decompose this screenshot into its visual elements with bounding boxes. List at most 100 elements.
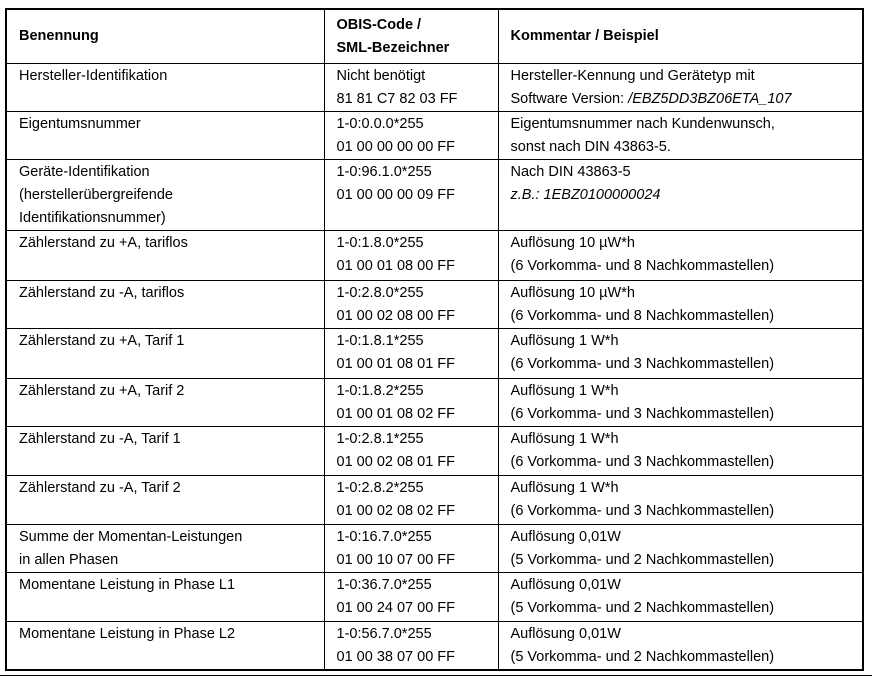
table-cell: Auflösung 0,01W (5 Vorkomma- und 2 Nachko… (497, 621, 864, 671)
cell-line: Hersteller-Kennung und Gerätetyp mit (510, 68, 755, 84)
table-cell: 1-0:96.1.0*255 01 00 00 00 09 FF (323, 159, 499, 231)
header-cell: Kommentar / Beispiel (497, 8, 864, 64)
cell-line: (5 Vorkomma- und 2 Nachkommastellen) (510, 552, 775, 568)
obis-table: Benennung OBIS-Code / SML-Bezeichner Kommen… (5, 8, 864, 671)
table-cell: 1-0:2.8.1*255 01 00 02 08 01 FF (323, 426, 499, 476)
table-cell: 1-0:1.8.1*255 01 00 01 08 01 FF (323, 328, 499, 379)
text-segment: z.B.: 1EBZ0100000024 (510, 187, 661, 203)
cell-line: Zählerstand zu +A, Tarif 2 (19, 383, 185, 399)
cell-line: Identifikationsnummer) (19, 210, 166, 226)
table-cell: Nach DIN 43863-5 z.B.: 1EBZ0100000024 (497, 159, 864, 231)
table-row: Geräte-Identifikation (herstellerübergrei… (5, 159, 864, 231)
table-row: Hersteller-Identifikation Nicht benötigt 8… (5, 63, 864, 112)
table-cell: Summe der Momentan-Leistungen in allen Ph… (5, 524, 325, 573)
table-cell: 1-0:16.7.0*255 01 00 10 07 00 FF (323, 524, 499, 573)
table-cell: Zählerstand zu +A, Tarif 1 (5, 328, 325, 379)
cell-line: 1-0:2.8.1*255 (336, 431, 424, 447)
cell-line: (herstellerübergreifende (19, 187, 173, 203)
table-cell: 1-0:2.8.2*255 01 00 02 08 02 FF (323, 475, 499, 525)
table-cell: Auflösung 10 µW*h (6 Vorkomma- und 8 Nach… (497, 230, 864, 281)
cell-line: Auflösung 10 µW*h (510, 235, 635, 251)
table-row: Zählerstand zu +A, tariflos 1-0:1.8.0*255… (5, 230, 864, 281)
cell-line: Auflösung 0,01W (510, 577, 621, 593)
table-row: Eigentumsnummer 1-0:0.0.0*255 01 00 00 00 … (5, 111, 864, 160)
table-cell: Zählerstand zu -A, tariflos (5, 280, 325, 329)
cell-line: (5 Vorkomma- und 2 Nachkommastellen) (510, 649, 775, 665)
table-cell: Auflösung 0,01W (5 Vorkomma- und 2 Nachko… (497, 572, 864, 622)
cell-line: 01 00 10 07 00 FF (336, 552, 456, 568)
table-cell: Auflösung 1 W*h (6 Vorkomma- und 3 Nachko… (497, 328, 864, 379)
header-row: Benennung OBIS-Code / SML-Bezeichner Kommen… (5, 8, 864, 64)
table-cell: 1-0:2.8.0*255 01 00 02 08 00 FF (323, 280, 499, 329)
cell-line: 01 00 02 08 02 FF (336, 503, 456, 519)
cell-line: 1-0:96.1.0*255 (336, 164, 432, 180)
cell-line: Benennung (19, 28, 99, 44)
cell-line: Summe der Momentan-Leistungen (19, 529, 243, 545)
cell-line: Auflösung 10 µW*h (510, 285, 635, 301)
cell-line: Geräte-Identifikation (19, 164, 150, 180)
cell-line: 01 00 02 08 01 FF (336, 454, 456, 470)
table-cell: Auflösung 0,01W (5 Vorkomma- und 2 Nachko… (497, 524, 864, 573)
cell-line: OBIS-Code / (336, 16, 422, 33)
table-cell: Auflösung 10 µW*h (6 Vorkomma- und 8 Nach… (497, 280, 864, 329)
cell-line: Momentane Leistung in Phase L1 (19, 577, 236, 593)
table-cell: Hersteller-Identifikation (5, 63, 325, 112)
table-cell: Eigentumsnummer (5, 111, 325, 160)
header-cell: OBIS-Code / SML-Bezeichner (323, 8, 499, 64)
cell-line: Software Version: /EBZ5DD3BZ06ETA_107 (511, 88, 863, 111)
cell-line: 81 81 C7 82 03 FF (336, 91, 458, 107)
cell-line: Eigentumsnummer nach Kundenwunsch, (510, 116, 775, 132)
cell-line: 1-0:16.7.0*255 (336, 529, 432, 545)
table-cell: Momentane Leistung in Phase L1 (5, 572, 325, 622)
table-cell: 1-0:1.8.2*255 01 00 01 08 02 FF (323, 378, 499, 427)
cell-line: (6 Vorkomma- und 3 Nachkommastellen) (510, 406, 775, 422)
cell-line: 1-0:0.0.0*255 (336, 116, 424, 132)
table-cell: Auflösung 1 W*h (6 Vorkomma- und 3 Nachko… (497, 475, 864, 525)
table-row: Zählerstand zu +A, Tarif 1 1-0:1.8.1*255 0… (5, 328, 864, 379)
table-cell: 1-0:56.7.0*255 01 00 38 07 00 FF (323, 621, 499, 671)
table-cell: Eigentumsnummer nach Kundenwunsch, sonst … (497, 111, 864, 160)
cell-line: in allen Phasen (19, 552, 119, 568)
cell-line: 01 00 00 00 09 FF (336, 187, 456, 203)
table-row: Momentane Leistung in Phase L2 1-0:56.7.0… (5, 621, 864, 671)
cell-line: Zählerstand zu -A, Tarif 2 (19, 480, 181, 496)
table-body: Hersteller-Identifikation Nicht benötigt 8… (5, 63, 864, 671)
table-row: Zählerstand zu -A, tariflos 1-0:2.8.0*255… (5, 280, 864, 329)
cell-line: 1-0:36.7.0*255 (336, 577, 432, 593)
cell-line: Zählerstand zu +A, Tarif 1 (19, 333, 185, 349)
cell-line: Zählerstand zu +A, tariflos (19, 235, 188, 251)
table-row: Summe der Momentan-Leistungen in allen Ph… (5, 524, 864, 573)
cell-line: 1-0:1.8.0*255 (336, 235, 424, 251)
cell-line: sonst nach DIN 43863-5. (510, 139, 671, 155)
cell-line: 1-0:56.7.0*255 (336, 626, 432, 642)
cell-line: z.B.: 1EBZ0100000024 (511, 184, 863, 207)
cell-line: Kommentar / Beispiel (510, 28, 659, 44)
cell-line: Auflösung 1 W*h (510, 480, 619, 496)
table-cell: Momentane Leistung in Phase L2 (5, 621, 325, 671)
cell-line: 01 00 01 08 01 FF (336, 356, 456, 372)
cell-line: 01 00 02 08 00 FF (336, 308, 456, 324)
cell-line: 01 00 00 00 00 FF (336, 139, 456, 155)
table-cell: Zählerstand zu +A, Tarif 2 (5, 378, 325, 427)
cell-line: (6 Vorkomma- und 3 Nachkommastellen) (510, 454, 775, 470)
cell-line: (5 Vorkomma- und 2 Nachkommastellen) (510, 600, 775, 616)
cell-line: Eigentumsnummer (19, 116, 141, 132)
table-cell: Zählerstand zu -A, Tarif 2 (5, 475, 325, 525)
table-cell: Auflösung 1 W*h (6 Vorkomma- und 3 Nachko… (497, 426, 864, 476)
table-cell: 1-0:0.0.0*255 01 00 00 00 00 FF (323, 111, 499, 160)
cell-line: (6 Vorkomma- und 8 Nachkommastellen) (510, 308, 775, 324)
table-cell: Zählerstand zu +A, tariflos (5, 230, 325, 281)
table-cell: Hersteller-Kennung und Gerätetyp mit Soft… (497, 63, 864, 112)
header-cell: Benennung (5, 8, 325, 64)
cell-line: 01 00 38 07 00 FF (336, 649, 456, 665)
page-rule (0, 675, 872, 676)
text-segment: Software Version: (510, 91, 629, 107)
table-cell: Nicht benötigt 81 81 C7 82 03 FF (323, 63, 499, 112)
table-cell: Geräte-Identifikation (herstellerübergrei… (5, 159, 325, 231)
cell-line: Auflösung 1 W*h (510, 383, 619, 399)
table-row: Zählerstand zu +A, Tarif 2 1-0:1.8.2*255 0… (5, 378, 864, 427)
cell-line: Momentane Leistung in Phase L2 (19, 626, 236, 642)
table-cell: Zählerstand zu -A, Tarif 1 (5, 426, 325, 476)
cell-line: 1-0:2.8.0*255 (336, 285, 424, 301)
